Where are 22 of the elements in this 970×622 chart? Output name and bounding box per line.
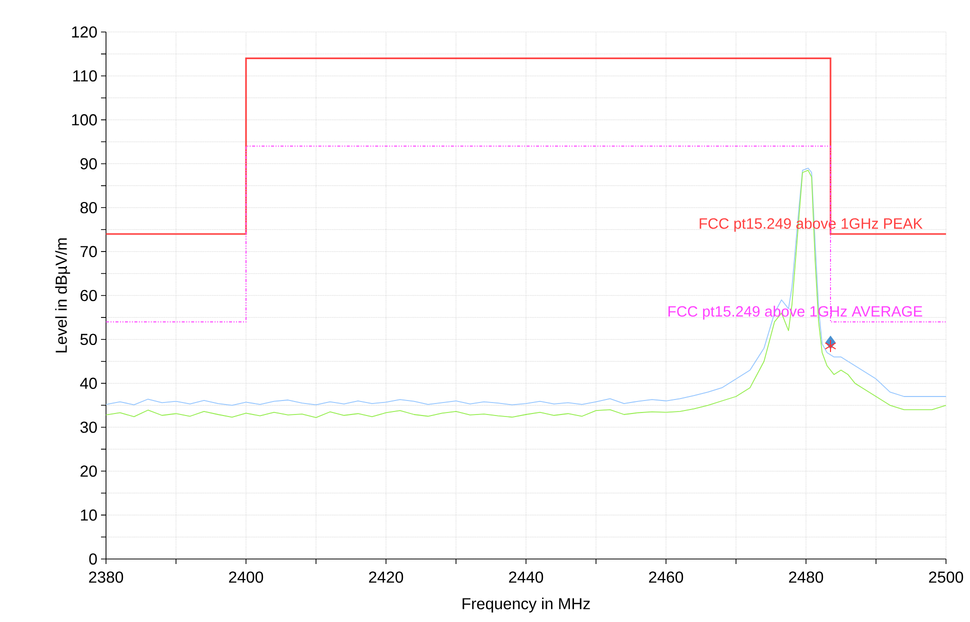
x-tick-label: 2420 bbox=[369, 572, 404, 583]
y-tick-label: 10 bbox=[80, 509, 97, 521]
y-tick-label: 60 bbox=[80, 290, 97, 302]
y-axis-title: Level in dBµV/m bbox=[55, 238, 70, 352]
y-tick-label: 0 bbox=[89, 553, 97, 565]
y-tick-label: 50 bbox=[80, 334, 97, 346]
x-tick-label: 2480 bbox=[789, 572, 824, 583]
y-tick-label: 120 bbox=[72, 26, 97, 38]
x-tick-label: 2400 bbox=[229, 572, 264, 583]
x-tick-label: 2380 bbox=[89, 572, 124, 583]
y-tick-label: 40 bbox=[80, 378, 97, 389]
y-tick-label: 80 bbox=[80, 202, 97, 214]
y-tick-label: 100 bbox=[72, 114, 97, 126]
x-tick-label: 2460 bbox=[649, 572, 684, 583]
y-tick-label: 20 bbox=[80, 466, 97, 477]
y-tick-label: 30 bbox=[80, 422, 97, 433]
x-axis-title: Frequency in MHz bbox=[462, 598, 590, 612]
y-tick-label: 70 bbox=[80, 246, 97, 258]
y-tick-label: 90 bbox=[80, 158, 97, 170]
x-tick-label: 2500 bbox=[929, 572, 964, 583]
x-tick-label: 2440 bbox=[509, 572, 544, 583]
y-tick-label: 110 bbox=[73, 70, 97, 82]
